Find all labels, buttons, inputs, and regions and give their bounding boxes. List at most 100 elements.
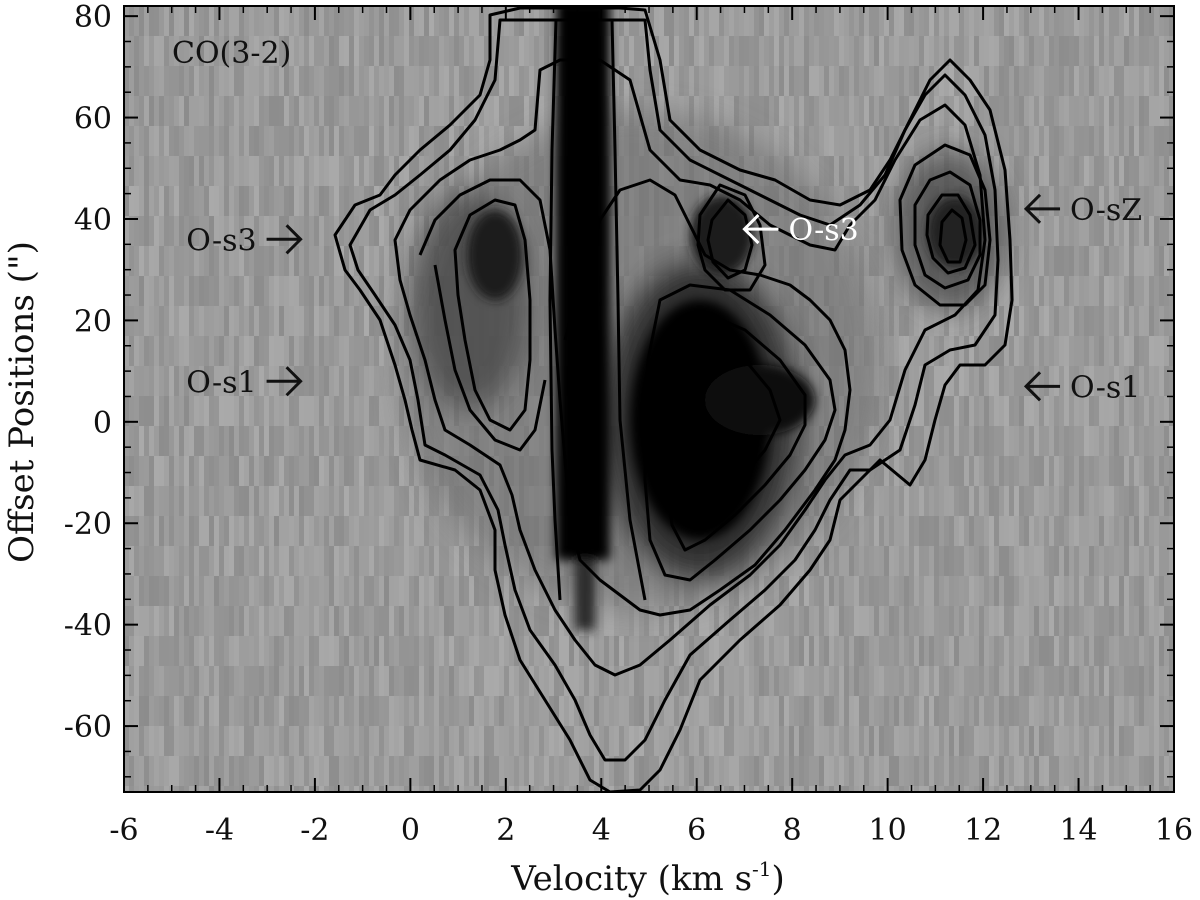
noise-pixel [339,96,344,126]
noise-pixel [154,126,159,156]
noise-pixel [669,756,674,786]
noise-pixel [134,546,139,576]
noise-pixel [204,756,209,786]
noise-pixel [229,426,234,456]
noise-pixel [199,786,204,792]
noise-pixel [169,126,174,156]
noise-pixel [324,696,329,726]
noise-pixel [184,576,189,606]
noise-pixel [344,156,349,186]
noise-pixel [414,6,419,36]
noise-pixel [404,696,409,726]
noise-pixel [869,186,874,216]
noise-pixel [164,486,169,516]
noise-pixel [454,546,459,576]
noise-pixel [209,456,214,486]
noise-pixel [384,96,389,126]
noise-pixel [1009,516,1014,546]
noise-pixel [344,276,349,306]
noise-pixel [1039,276,1044,306]
noise-pixel [479,666,484,696]
noise-pixel [539,786,544,792]
noise-pixel [814,6,819,36]
noise-pixel [289,606,294,636]
noise-pixel [674,66,679,96]
noise-pixel [129,576,134,606]
noise-pixel [484,756,489,786]
noise-pixel [459,156,464,186]
noise-pixel [164,306,169,336]
noise-pixel [964,576,969,606]
noise-pixel [614,636,619,666]
noise-pixel [879,516,884,546]
noise-pixel [164,516,169,546]
noise-pixel [924,636,929,666]
noise-pixel [389,576,394,606]
noise-pixel [304,546,309,576]
noise-pixel [759,576,764,606]
noise-pixel [354,186,359,216]
noise-pixel [144,216,149,246]
noise-pixel [544,606,549,636]
noise-pixel [819,726,824,756]
noise-pixel [359,486,364,516]
noise-pixel [859,36,864,66]
noise-pixel [149,546,154,576]
noise-pixel [1024,216,1029,246]
noise-pixel [794,576,799,606]
noise-pixel [134,96,139,126]
noise-pixel [549,36,554,66]
noise-pixel [484,606,489,636]
noise-pixel [859,156,864,186]
noise-pixel [299,726,304,756]
noise-pixel [144,606,149,636]
noise-pixel [469,96,474,126]
noise-pixel [844,576,849,606]
noise-pixel [974,726,979,756]
noise-pixel [139,276,144,306]
noise-pixel [579,786,584,792]
noise-pixel [669,36,674,66]
noise-pixel [589,666,594,696]
noise-pixel [154,216,159,246]
noise-pixel [929,576,934,606]
noise-pixel [769,786,774,792]
noise-pixel [184,606,189,636]
noise-pixel [884,606,889,636]
noise-pixel [129,396,134,426]
noise-pixel [674,636,679,666]
noise-pixel [1034,186,1039,216]
noise-pixel [639,696,644,726]
noise-pixel [404,216,409,246]
noise-pixel [739,726,744,756]
noise-pixel [399,786,404,792]
noise-pixel [129,126,134,156]
noise-pixel [424,666,429,696]
noise-pixel [414,126,419,156]
noise-pixel [749,6,754,36]
noise-pixel [984,276,989,306]
noise-pixel [869,576,874,606]
noise-pixel [949,366,954,396]
noise-pixel [799,546,804,576]
noise-pixel [949,516,954,546]
noise-pixel [229,576,234,606]
noise-pixel [134,456,139,486]
noise-pixel [919,336,924,366]
noise-pixel [314,96,319,126]
noise-pixel [489,606,494,636]
noise-pixel [529,786,534,792]
noise-pixel [1004,756,1009,786]
noise-pixel [994,786,999,792]
noise-pixel [524,696,529,726]
noise-pixel [294,666,299,696]
noise-pixel [929,96,934,126]
noise-pixel [679,6,684,36]
noise-pixel [844,126,849,156]
noise-pixel [404,276,409,306]
noise-pixel [299,246,304,276]
noise-pixel [784,726,789,756]
noise-pixel [814,126,819,156]
noise-pixel [354,576,359,606]
noise-pixel [124,186,129,216]
